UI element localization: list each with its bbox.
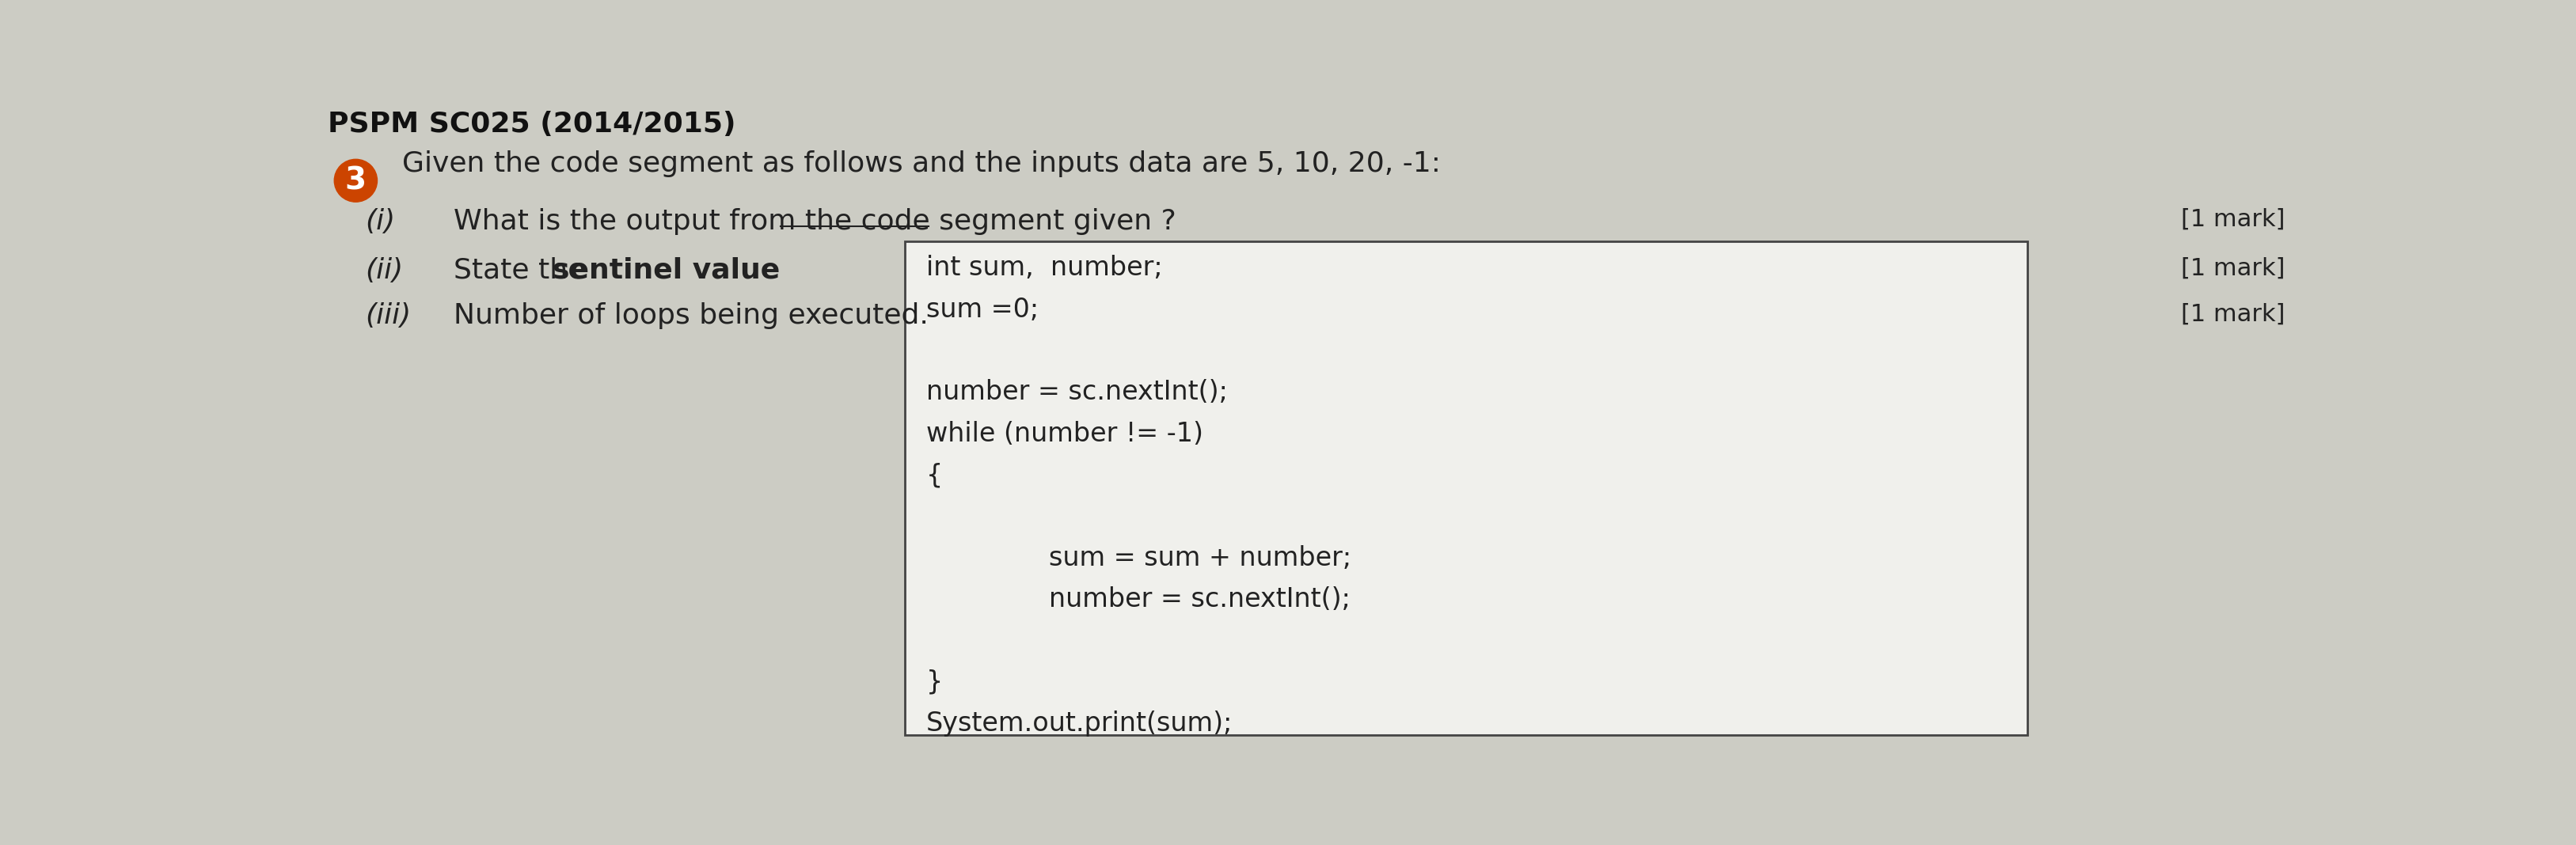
Text: PSPM SC025 (2014/2015): PSPM SC025 (2014/2015) (327, 111, 737, 138)
Text: [1 mark]: [1 mark] (2182, 303, 2285, 325)
Text: number = sc.nextInt();: number = sc.nextInt(); (1048, 586, 1350, 613)
Text: int sum,  number;: int sum, number; (927, 255, 1162, 281)
Text: (i): (i) (366, 208, 394, 235)
Text: [1 mark]: [1 mark] (2182, 208, 2285, 231)
Text: sum = sum + number;: sum = sum + number; (1048, 545, 1352, 571)
Text: Given the code segment as follows and the inputs data are 5, 10, 20, -1:: Given the code segment as follows and th… (402, 150, 1440, 177)
Text: 3: 3 (345, 166, 366, 196)
Text: number = sc.nextInt();: number = sc.nextInt(); (927, 379, 1229, 406)
FancyBboxPatch shape (904, 242, 2027, 735)
Text: sentinel value: sentinel value (554, 257, 781, 284)
Text: (iii): (iii) (366, 303, 412, 330)
Text: sum =0;: sum =0; (927, 297, 1038, 323)
Text: [1 mark]: [1 mark] (2182, 257, 2285, 280)
Text: Number of loops being executed.: Number of loops being executed. (453, 303, 930, 330)
Circle shape (335, 159, 376, 202)
Text: {: { (927, 462, 943, 488)
Text: while (number != -1): while (number != -1) (927, 421, 1203, 447)
Text: What is the output from the code segment given ?: What is the output from the code segment… (453, 208, 1177, 235)
Text: }: } (927, 669, 943, 695)
Text: State the: State the (453, 257, 595, 284)
Text: .: . (698, 257, 708, 284)
Text: System.out.print(sum);: System.out.print(sum); (927, 711, 1234, 737)
Text: (ii): (ii) (366, 257, 402, 284)
